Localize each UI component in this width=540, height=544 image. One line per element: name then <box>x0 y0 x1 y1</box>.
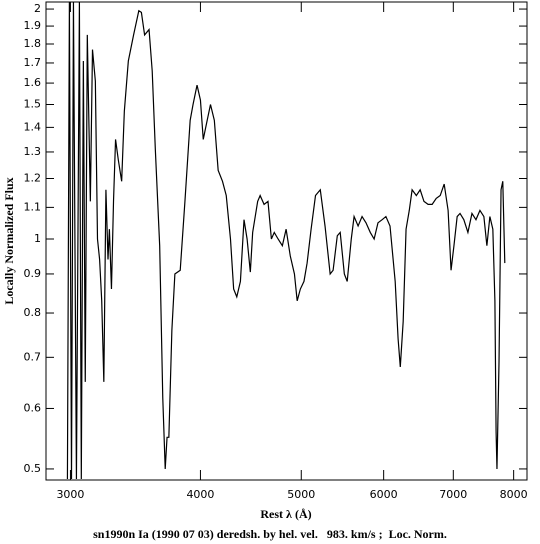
y-tick-label: 1 <box>34 232 41 245</box>
y-tick-label: 1.3 <box>24 145 42 158</box>
x-tick-label: 3000 <box>56 488 84 501</box>
y-tick-label: 1.6 <box>24 76 42 89</box>
y-tick-label: 1.5 <box>24 97 42 110</box>
y-axis-label: Locally Normalized Flux <box>2 177 16 304</box>
y-tick-label: 0.9 <box>24 267 42 280</box>
y-tick-label: 0.5 <box>24 462 42 475</box>
x-tick-label: 5000 <box>287 488 315 501</box>
y-tick-label: 1.7 <box>24 56 42 69</box>
caption: sn1990n Ia (1990 07 03) deredsh. by hel.… <box>93 527 447 541</box>
y-tick-label: 0.8 <box>24 306 42 319</box>
x-tick-label: 6000 <box>370 488 398 501</box>
y-tick-label: 1.9 <box>24 19 42 32</box>
spectrum-line <box>66 2 506 480</box>
x-tick-label: 8000 <box>500 488 528 501</box>
y-tick-label: 2 <box>34 2 41 15</box>
y-tick-label: 1.1 <box>24 200 42 213</box>
y-tick-label: 0.6 <box>24 401 42 414</box>
plot-frame <box>45 1 528 481</box>
y-tick-label: 1.8 <box>24 37 42 50</box>
x-axis-label: Rest λ (Å) <box>260 507 311 521</box>
y-tick-label: 1.2 <box>24 172 42 185</box>
y-tick-label: 0.7 <box>24 350 42 363</box>
x-tick-label: 4000 <box>186 488 214 501</box>
y-tick-label: 1.4 <box>24 120 42 133</box>
x-tick-label: 7000 <box>439 488 467 501</box>
